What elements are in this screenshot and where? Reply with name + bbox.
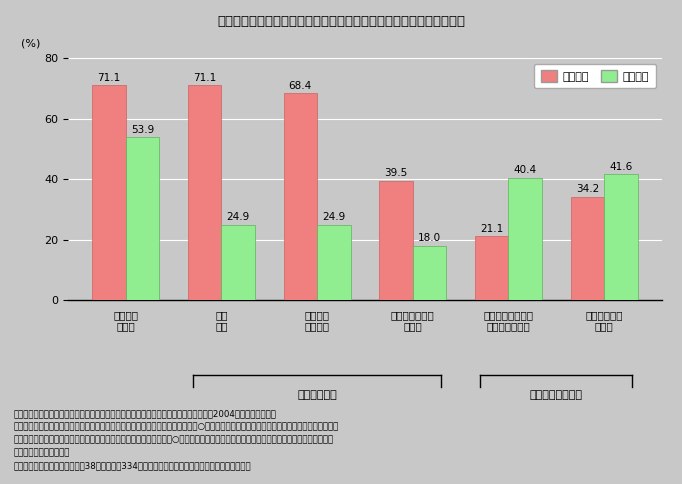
Text: 広域型の委託: 広域型の委託 <box>297 390 337 400</box>
Text: 68.4: 68.4 <box>288 81 312 91</box>
Text: (%): (%) <box>20 38 40 48</box>
Text: 介護・家事援助等
のサービス提供: 介護・家事援助等 のサービス提供 <box>484 310 533 332</box>
Text: 71.1: 71.1 <box>98 73 121 83</box>
Text: 41.6: 41.6 <box>609 162 632 172</box>
Text: 24.9: 24.9 <box>322 212 345 222</box>
Text: 情報誌・刊行物
の作成: 情報誌・刊行物 の作成 <box>391 310 434 332</box>
Bar <box>571 197 604 300</box>
Text: 専門的な
相談事業: 専門的な 相談事業 <box>305 310 329 332</box>
Bar <box>188 85 222 300</box>
Bar <box>413 245 446 300</box>
Text: 第３－２－５図　広域型の都道府県委託、地域密着型の市区町村委託: 第３－２－５図 広域型の都道府県委託、地域密着型の市区町村委託 <box>217 15 465 28</box>
Bar <box>604 174 638 300</box>
Text: 71.1: 71.1 <box>193 73 216 83</box>
Text: 24.9: 24.9 <box>226 212 250 222</box>
Bar <box>92 85 125 300</box>
Bar <box>125 137 159 300</box>
Text: 21.1: 21.1 <box>480 224 503 234</box>
Bar <box>475 236 508 300</box>
Text: イベント
の実施: イベント の実施 <box>113 310 138 332</box>
Text: 18.0: 18.0 <box>418 233 441 243</box>
Text: 地域密着型の委託: 地域密着型の委託 <box>530 390 583 400</box>
Text: 40.4: 40.4 <box>514 166 537 175</box>
Bar <box>284 93 317 300</box>
Text: （備考）１．内閣府「コミュニティ再興に向けた協働のあり方に関するアンケート」（2004年）により作成。
　　　　２．「貴自治体における協働事業は下記のどの形態に: （備考）１．内閣府「コミュニティ再興に向けた協働のあり方に関するアンケート」（2… <box>14 409 339 471</box>
Bar <box>379 181 413 300</box>
Text: 34.2: 34.2 <box>576 184 599 194</box>
Text: 53.9: 53.9 <box>131 124 154 135</box>
Text: 39.5: 39.5 <box>385 168 408 178</box>
Legend: 都道府県, 市区町村: 都道府県, 市区町村 <box>534 63 656 89</box>
Text: 調査
研究: 調査 研究 <box>215 310 228 332</box>
Bar <box>222 225 255 300</box>
Bar <box>508 178 542 300</box>
Bar <box>317 225 351 300</box>
Text: 自治体の施設
の運営: 自治体の施設 の運営 <box>585 310 623 332</box>
